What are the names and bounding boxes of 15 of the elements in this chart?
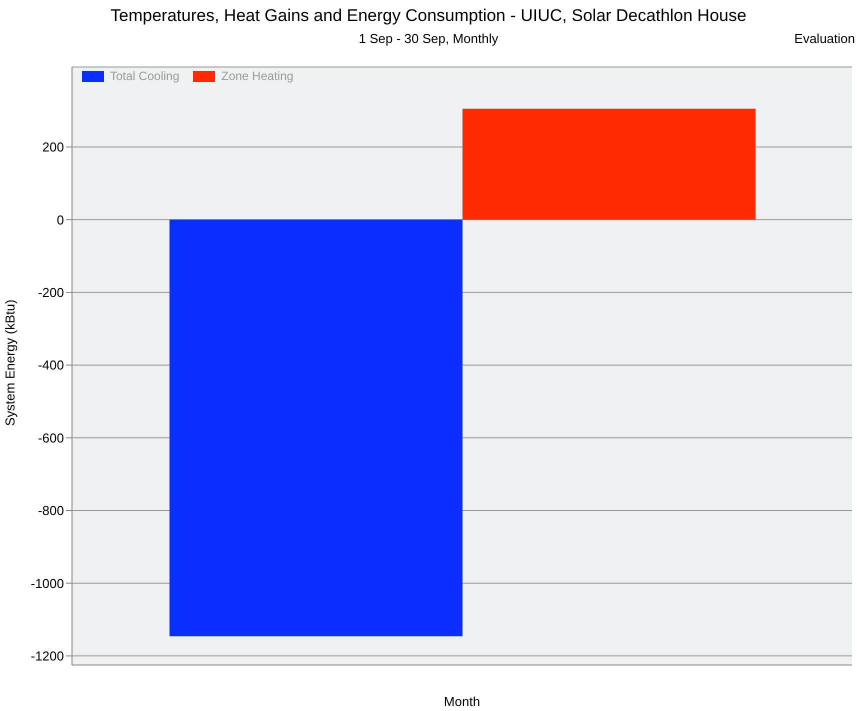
y-tick-label: -200 xyxy=(38,285,64,300)
text: Evaluation xyxy=(794,31,855,46)
x-axis-title: Month xyxy=(442,694,482,709)
chart-subtitle: 1 Sep - 30 Sep, Monthly xyxy=(358,31,498,46)
y-tick-label: -800 xyxy=(38,503,64,518)
y-tick-label: -400 xyxy=(38,358,64,373)
chart-title: Temperatures, Heat Gains and Energy Consumption - UIUC, Solar Decathlon House xyxy=(110,6,748,26)
y-tick-label: 200 xyxy=(42,140,64,155)
legend-label: Total Cooling xyxy=(109,69,180,83)
y-tick-label: 0 xyxy=(56,212,64,228)
legend-label: Zone Heating xyxy=(220,69,294,83)
y-tick-label: -1200 xyxy=(30,648,64,664)
y-tick-label: -600 xyxy=(38,430,64,446)
y-axis-title: System Energy (kBtu) xyxy=(2,300,18,426)
y-tick-label: -1000 xyxy=(30,576,64,591)
